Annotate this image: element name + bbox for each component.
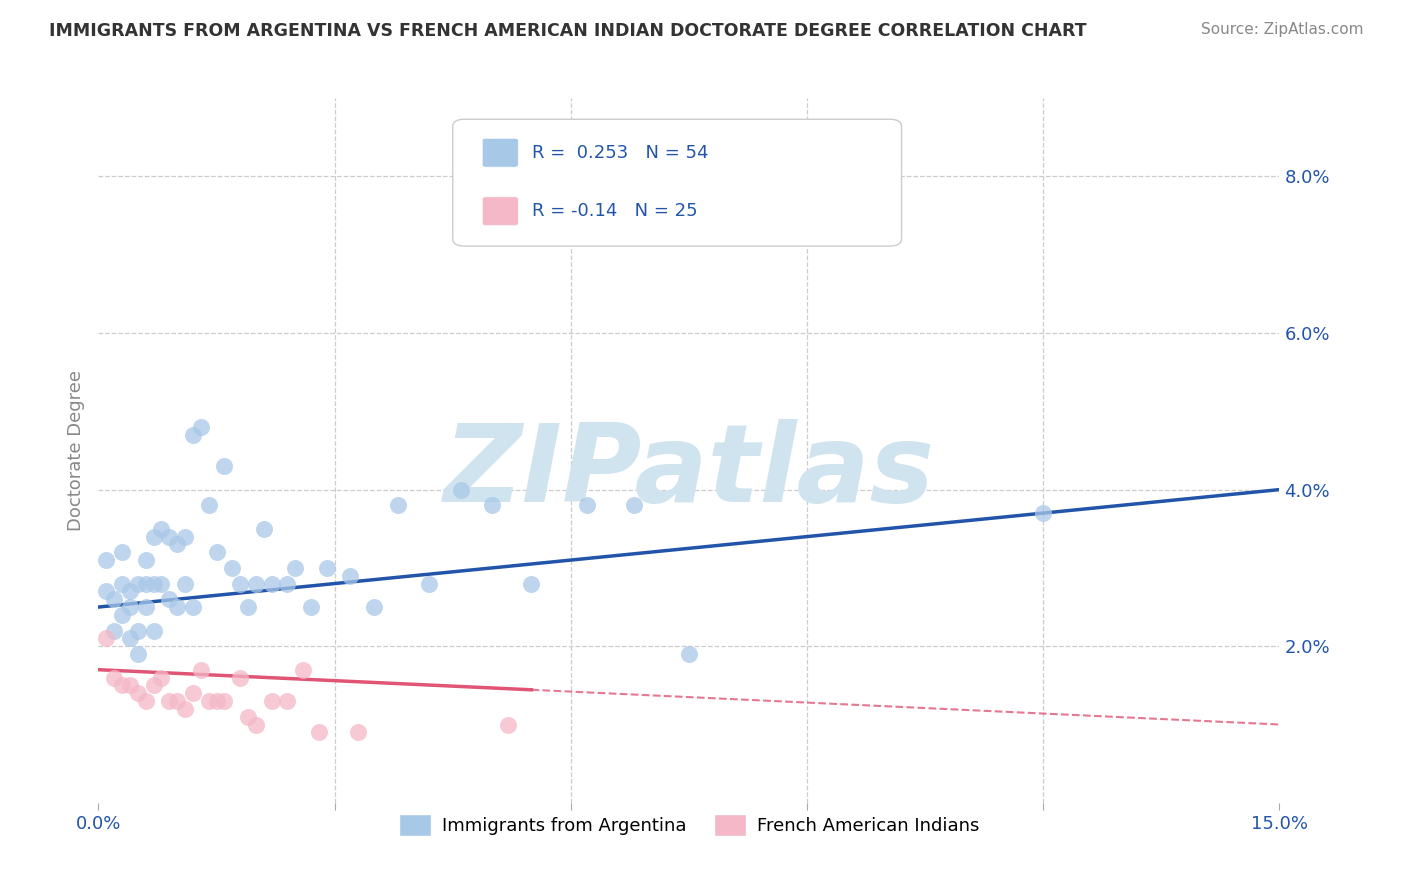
Point <box>339 568 361 582</box>
Point <box>678 647 700 661</box>
Point <box>214 459 236 474</box>
Point <box>118 600 141 615</box>
Point <box>229 576 252 591</box>
Point <box>118 678 141 692</box>
Point <box>111 545 134 559</box>
Point <box>157 530 180 544</box>
FancyBboxPatch shape <box>482 197 519 226</box>
Point <box>174 576 197 591</box>
Point <box>142 624 165 638</box>
Point <box>181 427 204 442</box>
Point <box>127 686 149 700</box>
Point <box>142 678 165 692</box>
Point <box>96 632 118 646</box>
Point <box>260 576 283 591</box>
Point <box>111 678 134 692</box>
Point <box>205 545 228 559</box>
Point <box>229 671 252 685</box>
Point <box>205 694 228 708</box>
Point <box>292 663 315 677</box>
Point <box>197 498 219 512</box>
Point <box>190 420 212 434</box>
Point <box>481 498 503 512</box>
Point <box>299 600 322 615</box>
Point <box>450 483 472 497</box>
Point <box>245 576 267 591</box>
Text: IMMIGRANTS FROM ARGENTINA VS FRENCH AMERICAN INDIAN DOCTORATE DEGREE CORRELATION: IMMIGRANTS FROM ARGENTINA VS FRENCH AMER… <box>49 22 1087 40</box>
Point <box>276 576 298 591</box>
FancyBboxPatch shape <box>482 138 519 167</box>
Point <box>150 576 173 591</box>
Legend: Immigrants from Argentina, French American Indians: Immigrants from Argentina, French Americ… <box>391 806 987 843</box>
Point <box>127 647 149 661</box>
Point <box>418 576 440 591</box>
Point <box>260 694 283 708</box>
Text: R = -0.14   N = 25: R = -0.14 N = 25 <box>533 202 697 220</box>
Point <box>103 671 125 685</box>
Point <box>166 600 188 615</box>
Point <box>520 576 543 591</box>
Point <box>197 694 219 708</box>
Point <box>347 725 370 739</box>
Point <box>157 592 180 607</box>
Point <box>387 498 409 512</box>
Point <box>127 576 149 591</box>
FancyBboxPatch shape <box>453 120 901 246</box>
Point <box>236 709 259 723</box>
Text: R =  0.253   N = 54: R = 0.253 N = 54 <box>533 144 709 161</box>
Point <box>363 600 385 615</box>
Point <box>135 600 157 615</box>
Point <box>1032 506 1054 520</box>
Point <box>236 600 259 615</box>
Y-axis label: Doctorate Degree: Doctorate Degree <box>66 370 84 531</box>
Point <box>245 717 267 731</box>
Point <box>276 694 298 708</box>
Point <box>575 498 598 512</box>
Point <box>150 671 173 685</box>
Point <box>111 576 134 591</box>
Point <box>142 530 165 544</box>
Point <box>166 694 188 708</box>
Point <box>127 624 149 638</box>
Point <box>623 498 645 512</box>
Point <box>181 686 204 700</box>
Text: ZIPatlas: ZIPatlas <box>443 418 935 524</box>
Point <box>118 584 141 599</box>
Point <box>308 725 330 739</box>
Point <box>221 561 243 575</box>
Point <box>96 584 118 599</box>
Point <box>96 553 118 567</box>
Point <box>135 576 157 591</box>
Point <box>253 522 276 536</box>
Point <box>142 576 165 591</box>
Point <box>190 663 212 677</box>
Point <box>174 530 197 544</box>
Point <box>118 632 141 646</box>
Point <box>214 694 236 708</box>
Point <box>103 592 125 607</box>
Point <box>150 522 173 536</box>
Point <box>103 624 125 638</box>
Point <box>315 561 337 575</box>
Point <box>496 717 519 731</box>
Point <box>284 561 307 575</box>
Point <box>174 702 197 716</box>
Point <box>135 553 157 567</box>
Point <box>135 694 157 708</box>
Point <box>111 607 134 622</box>
Point <box>166 537 188 551</box>
Text: Source: ZipAtlas.com: Source: ZipAtlas.com <box>1201 22 1364 37</box>
Point <box>157 694 180 708</box>
Point <box>181 600 204 615</box>
